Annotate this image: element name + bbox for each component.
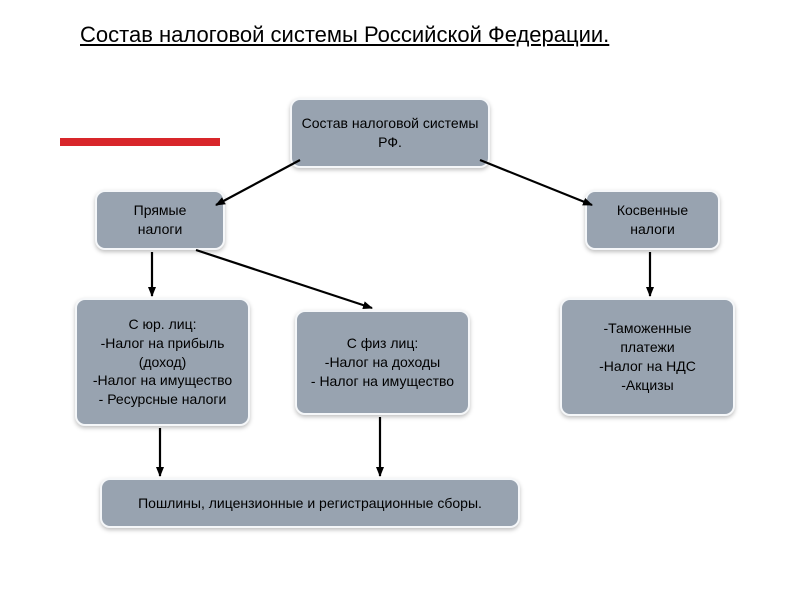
node-line: Пошлины, лицензионные и регистрационные … bbox=[138, 494, 482, 513]
node-line: Косвенные bbox=[617, 201, 688, 220]
node-fiz: С физ лиц:-Налог на доходы- Налог на иму… bbox=[295, 310, 470, 415]
arrow bbox=[216, 160, 300, 205]
node-indirect: Косвенныеналоги bbox=[585, 190, 720, 250]
node-line: -Таможенные bbox=[603, 319, 691, 338]
node-line: -Налог на прибыль bbox=[101, 334, 225, 353]
node-line: - Налог на имущество bbox=[311, 372, 454, 391]
node-root: Состав налоговой системыРФ. bbox=[290, 98, 490, 168]
node-line: -Налог на имущество bbox=[93, 371, 232, 390]
arrow bbox=[480, 160, 592, 205]
node-fees: Пошлины, лицензионные и регистрационные … bbox=[100, 478, 520, 528]
node-line: Прямые bbox=[134, 201, 187, 220]
node-customs: -Таможенныеплатежи-Налог на НДС-Акцизы bbox=[560, 298, 735, 416]
node-line: -Налог на НДС bbox=[599, 357, 696, 376]
node-line: С физ лиц: bbox=[347, 334, 419, 353]
node-line: Состав налоговой системы bbox=[302, 114, 479, 133]
node-line: платежи bbox=[620, 338, 674, 357]
node-line: РФ. bbox=[378, 133, 402, 152]
node-line: С юр. лиц: bbox=[129, 315, 197, 334]
node-direct: Прямыеналоги bbox=[95, 190, 225, 250]
node-jur: С юр. лиц:-Налог на прибыль(доход)-Налог… bbox=[75, 298, 250, 426]
node-line: (доход) bbox=[139, 353, 187, 372]
node-line: налоги bbox=[630, 220, 675, 239]
node-line: - Ресурсные налоги bbox=[99, 390, 227, 409]
node-line: -Налог на доходы bbox=[325, 353, 440, 372]
node-line: налоги bbox=[138, 220, 183, 239]
node-line: -Акцизы bbox=[621, 376, 673, 395]
accent-bar bbox=[60, 138, 220, 146]
page-title: Состав налоговой системы Российской Феде… bbox=[80, 22, 609, 48]
